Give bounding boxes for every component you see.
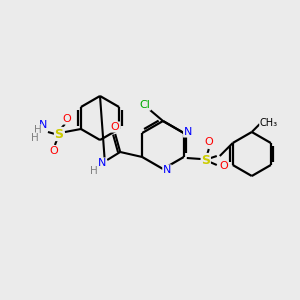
Text: Cl: Cl — [140, 100, 150, 110]
Text: O: O — [63, 114, 71, 124]
Text: H: H — [34, 125, 42, 135]
Text: O: O — [111, 122, 120, 132]
Text: O: O — [204, 137, 213, 147]
Text: H: H — [90, 166, 98, 176]
Text: N: N — [39, 120, 47, 130]
Text: S: S — [201, 154, 210, 166]
Text: S: S — [54, 128, 63, 140]
Text: O: O — [219, 161, 228, 171]
Text: CH₃: CH₃ — [260, 118, 278, 128]
Text: O: O — [50, 146, 58, 156]
Text: N: N — [98, 158, 106, 168]
Text: N: N — [184, 127, 192, 137]
Text: N: N — [163, 165, 171, 175]
Text: H: H — [31, 133, 39, 143]
